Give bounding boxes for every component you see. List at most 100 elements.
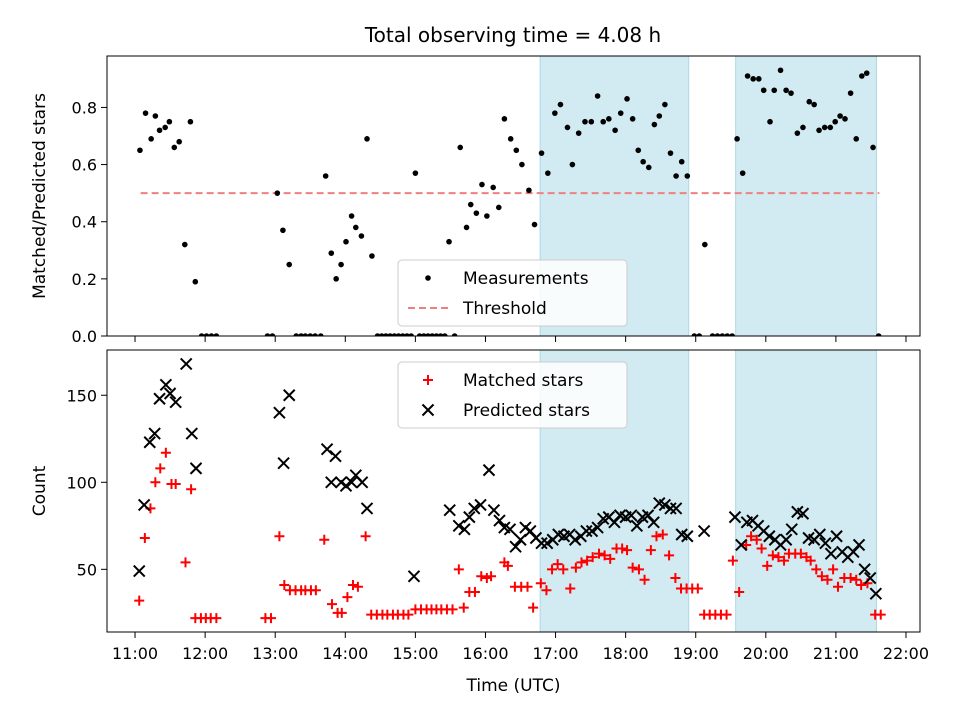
bottom-xtick-label: 17:00 <box>532 644 578 663</box>
matched-star-point <box>150 477 161 488</box>
matched-star-point <box>266 613 277 624</box>
measurement-point <box>767 118 773 125</box>
measurement-point <box>624 96 630 102</box>
predicted-star-point <box>824 547 838 560</box>
predicted-star-point <box>681 530 694 543</box>
measurement-point <box>416 333 423 336</box>
measurement-point <box>771 87 778 94</box>
measurement-point <box>429 333 435 336</box>
matched-star-point <box>403 609 414 620</box>
measurement-point <box>760 87 767 94</box>
measurement-point <box>293 333 300 336</box>
matched-star-point <box>279 580 290 590</box>
predicted-star-point <box>630 519 644 533</box>
bottom-ytick-label: 100 <box>66 473 97 492</box>
matched-star-point <box>541 585 552 596</box>
matched-star-point <box>767 550 778 561</box>
measurement-point <box>353 224 359 231</box>
measurement-point <box>203 333 210 336</box>
measurement-point <box>569 161 576 168</box>
matched-star-point <box>805 555 816 566</box>
matched-star-point <box>741 539 752 550</box>
measurement-point <box>387 333 393 336</box>
measurement-point <box>612 127 618 134</box>
measurement-point <box>302 333 309 336</box>
measurement-point <box>399 333 406 336</box>
predicted-star-point <box>143 436 156 449</box>
measurement-point <box>162 124 168 131</box>
measurement-point <box>383 333 389 336</box>
predicted-star-point <box>468 502 481 515</box>
bottom-xtick-label: 21:00 <box>813 644 859 663</box>
predicted-star-point <box>580 524 593 538</box>
predicted-star-point <box>535 537 548 550</box>
measurement-point <box>187 118 194 125</box>
top-ytick-label: 0.2 <box>72 270 97 289</box>
matched-star-point <box>139 533 150 543</box>
measurement-point <box>312 333 318 336</box>
top-ytick-label: 0.6 <box>72 156 97 175</box>
legend-label: Predicted stars <box>463 401 590 421</box>
measurement-point <box>420 333 427 336</box>
measurement-point <box>374 333 381 336</box>
matched-star-point <box>756 543 767 554</box>
measurement-point <box>719 333 726 336</box>
matched-star-point <box>746 531 757 542</box>
measurement-point <box>317 333 324 336</box>
measurement-point <box>531 221 538 228</box>
measurement-point <box>328 250 335 256</box>
measurement-point <box>678 158 685 165</box>
measurement-point <box>298 333 304 336</box>
matched-star-point <box>326 599 337 610</box>
predicted-star-point <box>540 537 554 550</box>
measurement-point <box>457 144 464 151</box>
measurement-point <box>629 116 636 122</box>
measurement-point <box>788 90 794 96</box>
predicted-star-point <box>452 519 466 533</box>
predicted-star-point <box>360 502 374 515</box>
measurement-point <box>142 110 149 116</box>
bottom-xlabel: Time (UTC) <box>466 676 561 696</box>
measurement-point <box>538 150 545 156</box>
measurement-point <box>364 136 370 142</box>
measurement-point <box>806 98 813 105</box>
measurement-point <box>842 116 848 122</box>
predicted-star-point <box>163 387 177 400</box>
matched-star-point <box>535 578 546 589</box>
measurement-point <box>286 261 293 268</box>
predicted-star-point <box>159 378 173 392</box>
measurement-point <box>870 144 876 151</box>
predicted-star-point <box>785 523 798 536</box>
matched-star-point <box>670 573 681 584</box>
measurement-point <box>391 333 398 336</box>
matched-star-point <box>528 602 539 613</box>
matched-star-point <box>453 564 464 575</box>
matched-star-point <box>211 613 222 624</box>
matched-star-point <box>651 531 662 542</box>
matched-star-point <box>773 552 784 563</box>
top-plot-area <box>137 56 882 336</box>
matched-star-point <box>795 548 806 559</box>
matched-star-point <box>599 550 610 561</box>
predicted-star-point <box>625 509 638 522</box>
bottom-xtick-label: 20:00 <box>743 644 789 663</box>
measurement-point <box>484 213 490 219</box>
predicted-star-point <box>482 463 496 477</box>
predicted-star-point <box>153 392 166 405</box>
measurement-point <box>463 224 470 231</box>
bottom-xtick-label: 11:00 <box>112 644 158 663</box>
measurement-point <box>875 333 882 336</box>
predicted-star-point <box>325 476 338 489</box>
matched-star-point <box>816 571 827 582</box>
measurement-point <box>564 124 571 131</box>
matched-star-point <box>522 581 533 592</box>
matched-star-point <box>558 564 569 575</box>
top-legend: Measurements Threshold <box>397 259 628 327</box>
matched-star-point <box>447 604 458 615</box>
bottom-xtick-label: 19:00 <box>673 644 719 663</box>
measurement-point <box>777 67 784 74</box>
measurement-point <box>473 210 480 216</box>
legend-label: Matched stars <box>463 371 583 391</box>
predicted-star-point <box>169 396 182 409</box>
measurement-point <box>269 333 276 336</box>
